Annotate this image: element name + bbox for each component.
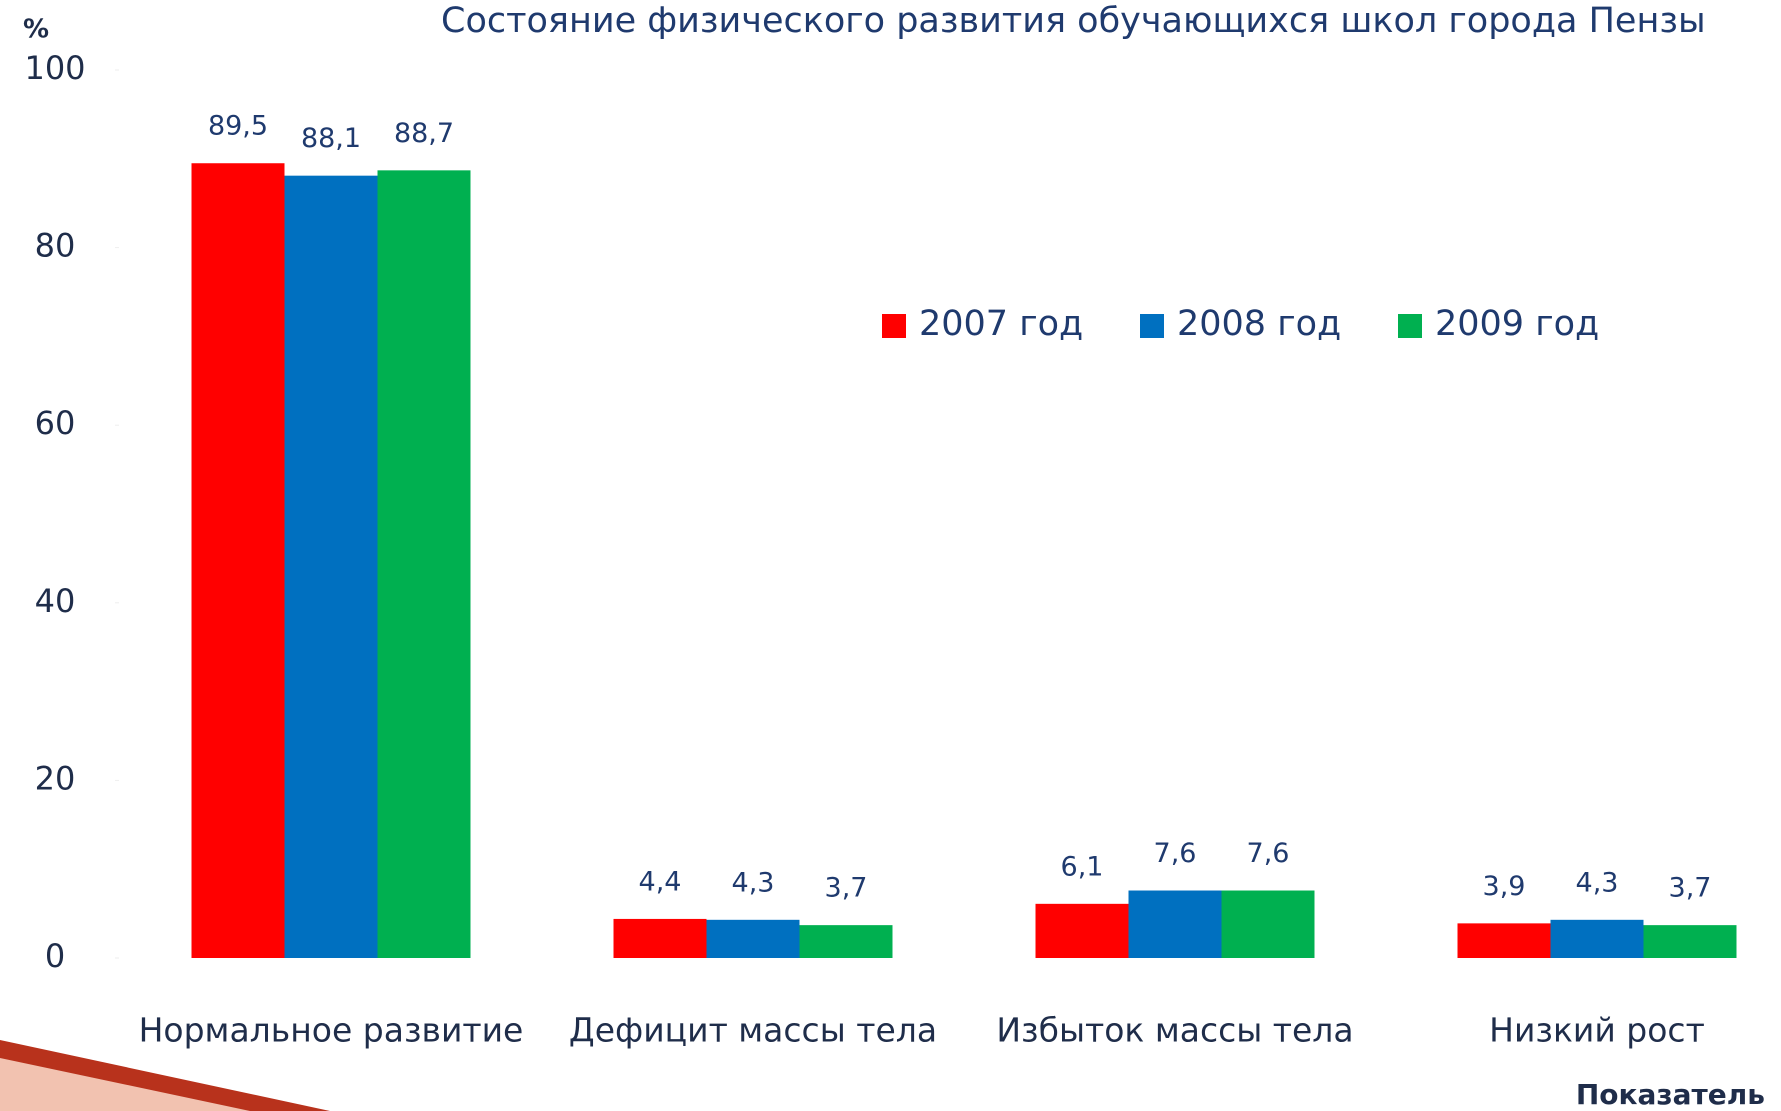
value-label: 3,7 xyxy=(1669,873,1712,904)
bar xyxy=(1129,891,1222,958)
value-label: 6,1 xyxy=(1061,851,1104,882)
x-tick-label: Избыток массы тела xyxy=(996,1011,1353,1050)
legend-label: 2007 год xyxy=(919,304,1083,344)
y-tick-label: 80 xyxy=(35,227,76,265)
y-tick-label: 60 xyxy=(35,404,76,442)
y-axis-label: % xyxy=(23,15,49,45)
value-label: 3,7 xyxy=(825,873,868,904)
x-tick-label: Дефицит массы тела xyxy=(569,1011,937,1050)
value-label: 3,9 xyxy=(1483,871,1526,902)
x-tick-label: Нормальное развитие xyxy=(139,1011,524,1050)
bar xyxy=(707,920,800,958)
chart-title: Состояние физического развития обучающих… xyxy=(441,1,1706,41)
legend-label: 2008 год xyxy=(1177,304,1341,344)
value-label: 89,5 xyxy=(208,111,268,142)
x-axis-label: Показатель xyxy=(1576,1078,1765,1111)
bar xyxy=(378,170,471,958)
bar xyxy=(1644,925,1737,958)
bar xyxy=(614,919,707,958)
bar xyxy=(285,176,378,958)
y-tick-label: 40 xyxy=(35,582,76,620)
value-label: 7,6 xyxy=(1247,838,1290,869)
legend-label: 2009 год xyxy=(1435,304,1599,344)
y-tick-label: 100 xyxy=(24,49,85,87)
value-label: 88,1 xyxy=(301,123,361,154)
bar xyxy=(800,925,893,958)
value-label: 4,4 xyxy=(639,866,682,897)
legend-swatch xyxy=(882,314,906,338)
y-tick-label: 20 xyxy=(35,759,76,797)
bar xyxy=(1551,920,1644,958)
value-label: 4,3 xyxy=(732,867,775,898)
value-label: 4,3 xyxy=(1576,867,1619,898)
bar xyxy=(192,163,285,958)
value-label: 7,6 xyxy=(1154,838,1197,869)
bar xyxy=(1222,891,1315,958)
legend-swatch xyxy=(1398,314,1422,338)
bar xyxy=(1036,904,1129,958)
chart: Состояние физического развития обучающих… xyxy=(0,0,1781,1111)
y-tick-label: 0 xyxy=(45,937,65,975)
legend-swatch xyxy=(1140,314,1164,338)
value-label: 88,7 xyxy=(394,118,454,149)
bar xyxy=(1458,923,1551,958)
x-tick-label: Низкий рост xyxy=(1489,1011,1705,1050)
